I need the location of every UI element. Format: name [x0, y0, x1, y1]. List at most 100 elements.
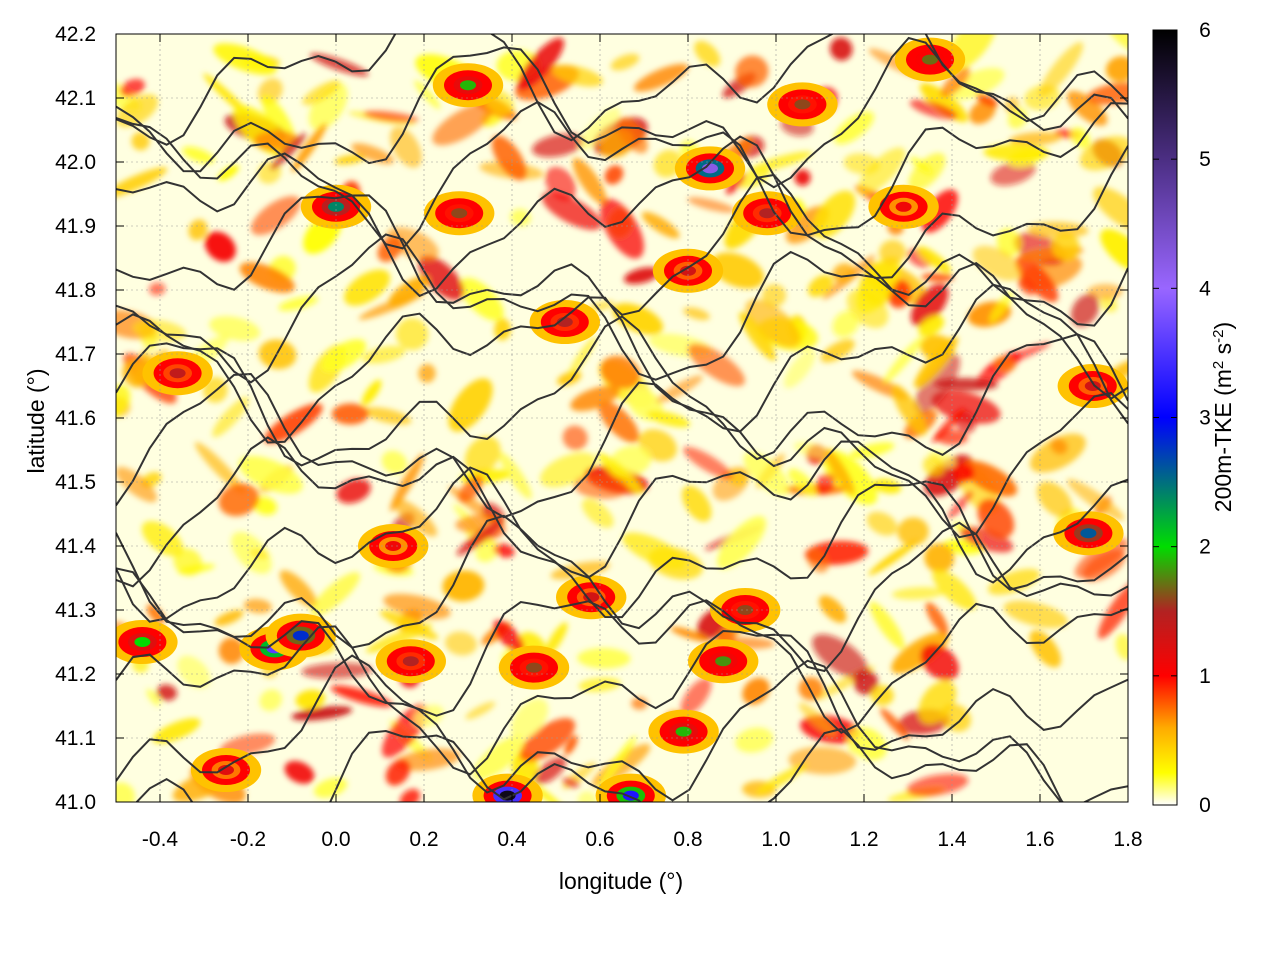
tke-texture-blob [832, 263, 856, 283]
tke-texture-blob [1015, 256, 1059, 303]
tke-texture-blob [879, 239, 906, 265]
tke-texture-blob [880, 708, 910, 740]
tke-texture-blob [388, 276, 429, 307]
tke-texture-blob [574, 474, 629, 499]
tke-texture-blob [756, 763, 808, 795]
tke-texture-blob [922, 455, 945, 477]
tke-texture-blob [806, 548, 829, 573]
tke-texture-blob [812, 190, 856, 239]
tke-texture-blob [363, 407, 412, 425]
tke-texture-blob [743, 451, 790, 496]
tke-texture-blob [494, 318, 511, 341]
x-tick-label: -0.2 [230, 828, 266, 851]
tke-texture-blob [883, 335, 924, 384]
tke-hotspot [526, 662, 542, 673]
tke-texture-blob [212, 397, 249, 438]
tke-texture-blob [251, 196, 301, 236]
colorbar-tick-label: 0 [1199, 794, 1211, 817]
x-tick-label: 0.6 [585, 828, 614, 851]
tke-texture-blob [897, 517, 929, 546]
tke-texture-blob [604, 165, 624, 185]
colorbar-tick-label: 4 [1199, 277, 1211, 300]
tke-texture-blob [218, 483, 260, 517]
terrain-contour-line [116, 372, 1128, 539]
tke-texture-blob [519, 717, 576, 762]
terrain-contour-line [116, 135, 1128, 298]
tke-texture-blob [465, 701, 496, 720]
tke-hotspot [1080, 528, 1097, 539]
tke-texture-blob [610, 53, 640, 71]
terrain-contour-line [116, 315, 1128, 467]
tke-texture-blob [177, 655, 211, 689]
tke-texture-blob [448, 378, 493, 432]
tke-texture-blob [976, 93, 998, 107]
tke-texture-blob [321, 339, 367, 373]
tke-texture-blob [393, 498, 438, 537]
tke-texture-blob [122, 359, 150, 387]
tke-texture-blob [539, 452, 597, 488]
tke-hotspot [169, 368, 186, 379]
terrain-contour-line [116, 625, 1128, 776]
y-tick-label: 41.9 [55, 215, 96, 238]
terrain-contour-line [116, 466, 1128, 623]
tke-texture-blob [1070, 127, 1091, 149]
colorbar-ticks: 0 1 2 3 4 5 6 [1153, 19, 1211, 817]
tke-hotspot [759, 208, 776, 219]
tke-texture-blob [807, 274, 833, 298]
tke-texture-blob [694, 40, 721, 67]
tke-texture-blob [990, 160, 1036, 186]
tke-texture-blob [116, 782, 135, 802]
tke-texture-blob [600, 355, 641, 389]
colorbar-tick-label: 3 [1199, 407, 1211, 430]
tke-texture-blob [418, 363, 436, 383]
tke-texture-blob [633, 63, 689, 92]
y-tick-label: 41.5 [55, 471, 96, 494]
y-tick-label: 42.2 [55, 23, 96, 46]
tke-texture-blob [473, 735, 525, 781]
tke-texture-blob [891, 631, 949, 674]
tke-texture-blob [932, 569, 977, 610]
tke-texture-blob [794, 169, 811, 186]
tke-texture-blob [940, 67, 971, 98]
y-tick-label: 41.2 [55, 663, 96, 686]
tke-hotspot [922, 54, 938, 65]
tke-texture-blob [194, 442, 246, 494]
tke-texture-blob [909, 99, 958, 120]
tke-texture-blob [924, 543, 955, 573]
terrain-contour-line [116, 567, 1128, 734]
tke-texture-blob [510, 698, 549, 740]
colorbar-label-sup1: 2 [1210, 361, 1227, 369]
tke-texture-blob [687, 197, 736, 213]
tke-texture-blob [291, 123, 327, 173]
tke-texture-blob [156, 684, 178, 701]
terrain-contour-line [116, 100, 1128, 250]
tke-texture-blob [238, 455, 303, 494]
tke-texture-blob [1029, 630, 1062, 668]
tke-texture-blob [1051, 232, 1080, 261]
tke-texture-blob [116, 94, 159, 128]
tke-texture-blob [493, 620, 524, 653]
terrain-contour-line [116, 283, 1128, 444]
tke-texture-blob [683, 446, 733, 480]
tke-texture-blob [868, 539, 919, 576]
terrain-contour-line [116, 36, 1128, 189]
tke-texture-blob [351, 143, 394, 164]
tke-texture-blob [920, 643, 959, 681]
tke-texture-blob [745, 299, 801, 348]
tke-texture-blob [996, 228, 1021, 257]
tke-texture-blob [849, 442, 895, 459]
tke-texture-blob [577, 791, 598, 802]
tke-texture-blob [214, 609, 244, 626]
tke-texture-blob [259, 689, 283, 712]
terrain-contour-line [116, 654, 1128, 802]
tke-texture-blob [116, 167, 168, 199]
tke-texture-blob [363, 110, 419, 123]
tke-texture-blob [148, 282, 166, 296]
tke-texture-blob [418, 255, 465, 301]
tke-texture-blob [737, 167, 771, 189]
tke-texture-blob [857, 147, 906, 196]
x-axis: -0.4 -0.2 0.0 0.2 0.4 0.6 0.8 1.0 1.2 1.4 1.6 1.8 [142, 34, 1143, 851]
tke-texture-blob [336, 478, 371, 504]
x-tick-label: 1.8 [1113, 828, 1142, 851]
